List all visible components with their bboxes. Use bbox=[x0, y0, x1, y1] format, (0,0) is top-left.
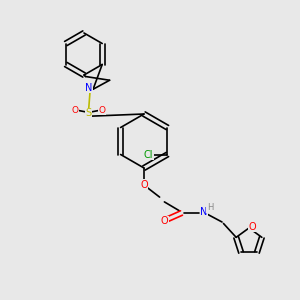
Text: H: H bbox=[207, 203, 213, 212]
Text: O: O bbox=[249, 221, 256, 232]
Text: Cl: Cl bbox=[144, 149, 153, 160]
Text: O: O bbox=[72, 106, 79, 115]
Text: S: S bbox=[85, 108, 92, 118]
Text: O: O bbox=[160, 216, 168, 226]
Text: N: N bbox=[85, 83, 92, 93]
Text: O: O bbox=[140, 179, 148, 190]
Text: O: O bbox=[99, 106, 106, 115]
Text: N: N bbox=[200, 206, 208, 217]
